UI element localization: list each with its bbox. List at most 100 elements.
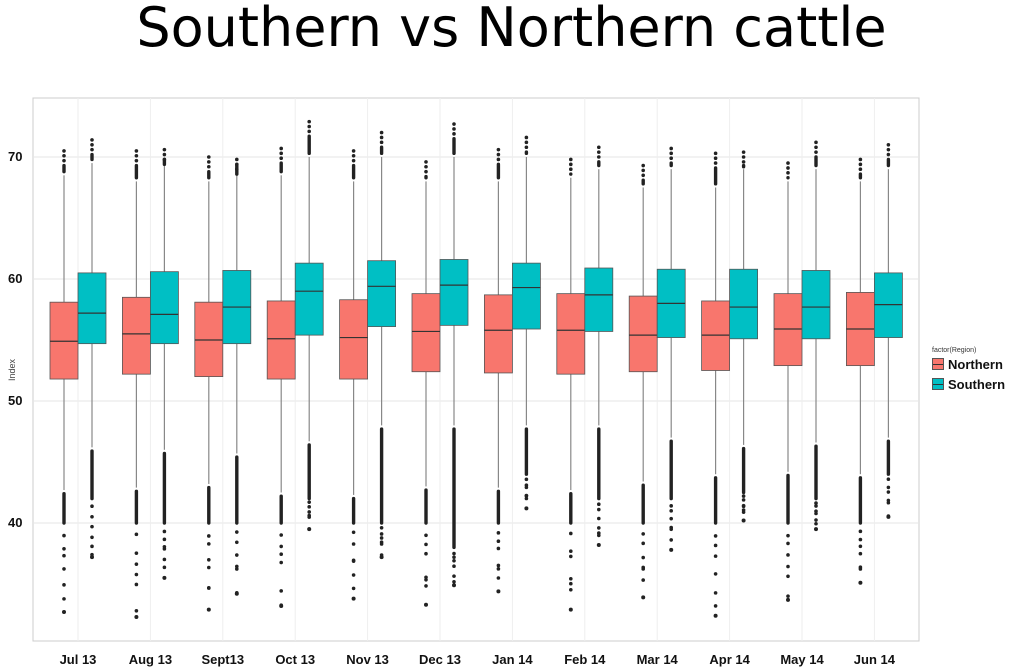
outlier-point <box>424 577 428 582</box>
outlier-point <box>235 167 239 171</box>
box-rect <box>874 272 903 338</box>
box-southern-6 <box>512 135 541 511</box>
outlier-point <box>524 485 529 490</box>
x-tick-label-8: Mar 14 <box>637 652 679 667</box>
x-tick-label-3: Oct 13 <box>275 652 315 667</box>
outlier-point <box>713 534 718 538</box>
outlier-point <box>713 161 718 165</box>
outlier-point <box>207 534 211 538</box>
box-southern-3 <box>294 119 324 532</box>
y-axis-label: Index <box>7 358 17 381</box>
outlier-point <box>90 524 94 529</box>
outlier-point <box>307 515 312 519</box>
outlier-point <box>351 596 356 601</box>
outlier-point <box>669 538 673 542</box>
outlier-point <box>351 559 356 563</box>
outlier-point <box>424 575 428 580</box>
outlier-point <box>641 163 645 168</box>
box-southern-11 <box>874 143 903 519</box>
outlier-point <box>741 504 746 509</box>
outlier-point <box>452 558 456 563</box>
outlier-point <box>307 129 312 134</box>
outlier-point <box>307 124 312 129</box>
outlier-point <box>858 551 863 556</box>
outlier-point <box>597 150 601 154</box>
outlier-point <box>496 147 501 152</box>
box-southern-8 <box>656 146 686 552</box>
x-tick-label-11: Jun 14 <box>854 652 896 667</box>
outlier-point <box>90 555 94 560</box>
outlier-point <box>669 504 673 508</box>
outlier-point <box>162 157 167 162</box>
outlier-point <box>524 140 529 145</box>
box-southern-4 <box>367 130 397 560</box>
outlier-point <box>596 542 601 547</box>
outlier-point <box>279 552 284 557</box>
outlier-point <box>62 583 66 587</box>
outlier-point <box>307 510 312 514</box>
outlier-point <box>134 532 139 537</box>
box-southern-9 <box>729 150 758 523</box>
legend: factor(Region) Northern Southern <box>932 347 1005 394</box>
box-northern-11 <box>846 157 875 585</box>
outlier-point <box>886 152 891 157</box>
outlier-point <box>786 161 790 165</box>
outlier-point <box>886 143 891 147</box>
outlier-point <box>207 557 211 562</box>
outlier-point <box>452 583 456 588</box>
x-tick-label-6: Jan 14 <box>492 652 533 667</box>
outlier-point <box>524 496 529 501</box>
outlier-point <box>452 579 456 584</box>
outlier-point <box>669 509 673 513</box>
outlier-point <box>235 157 239 162</box>
outlier-point <box>713 156 718 161</box>
x-tick-label-0: Jul 13 <box>60 652 97 667</box>
outlier-point <box>452 127 456 131</box>
outlier-point <box>641 532 645 536</box>
outlier-point <box>741 498 746 502</box>
outlier-point <box>597 145 601 150</box>
outlier-point <box>234 591 239 596</box>
box-rect <box>701 300 730 371</box>
outlier-point <box>669 146 673 151</box>
box-southern-5 <box>439 122 469 588</box>
outlier-point <box>351 573 356 577</box>
box-northern-4 <box>339 149 369 601</box>
outlier-point <box>62 567 66 571</box>
outlier-point <box>134 158 139 163</box>
box-rect <box>512 262 541 330</box>
outlier-point <box>90 138 94 142</box>
outlier-point <box>307 527 312 532</box>
box-rect <box>194 301 224 377</box>
outlier-point <box>786 171 790 175</box>
outlier-point <box>424 602 428 607</box>
outlier-point <box>379 532 384 536</box>
box-rect <box>367 260 397 327</box>
legend-label-southern: Southern <box>948 376 1006 392</box>
outlier-point <box>62 553 66 558</box>
outlier-point <box>569 581 573 586</box>
outlier-point <box>786 594 790 598</box>
box-northern-9 <box>701 151 730 618</box>
outlier-point <box>452 132 456 136</box>
outlier-point <box>524 145 529 150</box>
outlier-point <box>424 160 428 164</box>
legend-title: factor(Region) <box>932 347 977 354</box>
outlier-point <box>62 149 66 153</box>
outlier-point <box>496 546 501 551</box>
outlier-point <box>741 510 746 514</box>
box-northern-1 <box>122 149 151 619</box>
legend-swatch-southern <box>932 378 944 390</box>
outlier-point <box>713 151 718 156</box>
outlier-point <box>569 576 573 581</box>
outlier-point <box>641 567 645 571</box>
outlier-point <box>162 575 167 580</box>
outlier-point <box>741 150 746 154</box>
outlier-point <box>134 551 139 555</box>
box-northern-7 <box>556 157 586 612</box>
outlier-point <box>524 493 529 498</box>
outlier-point <box>90 535 94 540</box>
outlier-point <box>641 555 645 560</box>
outlier-point <box>134 562 139 566</box>
outlier-point <box>713 554 718 558</box>
